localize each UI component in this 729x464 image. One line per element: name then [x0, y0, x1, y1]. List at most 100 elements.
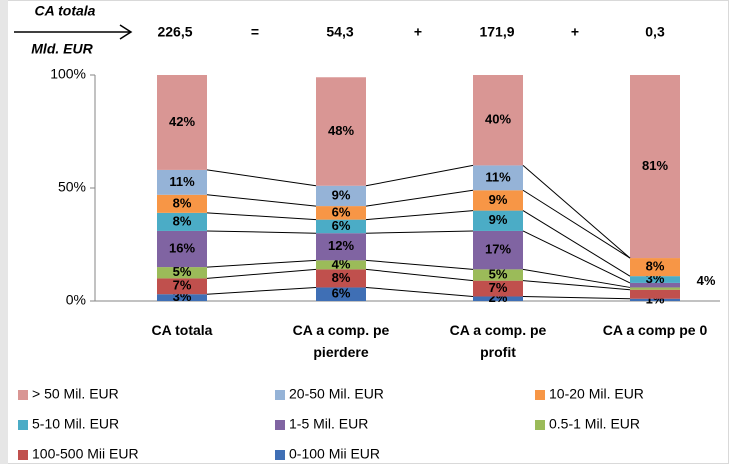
- bar-segment: [473, 269, 523, 281]
- arrow-head: [119, 24, 133, 40]
- bar-segment: [157, 294, 207, 301]
- data-label: 8%: [646, 259, 665, 274]
- connector: [206, 194, 317, 207]
- data-label: 5%: [489, 266, 508, 281]
- connector: [365, 189, 474, 207]
- y-tick-label: 100%: [50, 66, 86, 82]
- bar-segment: [316, 185, 366, 207]
- legend-swatch: [275, 450, 285, 460]
- bar-segment: [316, 219, 366, 234]
- connector: [365, 259, 474, 270]
- x-tick-label: CA a comp. pe profit: [449, 322, 547, 360]
- legend-label: 0-100 Mii EUR: [289, 446, 380, 462]
- header-value: +: [414, 24, 422, 40]
- bar-segment: [473, 230, 523, 270]
- header-value: 0,3: [645, 24, 665, 40]
- legend-label: 10-20 Mil. EUR: [549, 386, 644, 402]
- data-label: 5%: [173, 264, 192, 279]
- data-label: 8%: [332, 270, 351, 285]
- legend-swatch: [18, 450, 28, 460]
- data-label: 8%: [173, 195, 192, 210]
- bar-segment: [157, 194, 207, 213]
- bar-segment: [473, 190, 523, 211]
- connector: [522, 189, 631, 259]
- header-label: Mld. EUR: [31, 41, 93, 57]
- connector: [522, 280, 631, 291]
- bar-segment: [630, 282, 680, 288]
- header-value: +: [571, 24, 579, 40]
- bar-segment: [157, 267, 207, 279]
- data-label: 16%: [169, 240, 195, 255]
- data-label: 42%: [169, 114, 195, 129]
- bar-segment: [630, 258, 680, 277]
- legend-label: > 50 Mil. EUR: [32, 386, 119, 402]
- data-label: 6%: [332, 218, 351, 233]
- data-label: 6%: [332, 204, 351, 219]
- data-label: 7%: [173, 278, 192, 293]
- bar-segment: [630, 75, 680, 259]
- bar-segment: [316, 206, 366, 220]
- legend-swatch: [18, 390, 28, 400]
- header-value: =: [251, 24, 259, 40]
- legend-swatch: [535, 390, 545, 400]
- bar-segment: [473, 210, 523, 231]
- data-label: 9%: [489, 192, 508, 207]
- data-label: 6%: [332, 286, 351, 301]
- bar-segment: [316, 260, 366, 270]
- x-tick-label: CA totala: [151, 322, 213, 338]
- bar-segment: [316, 77, 366, 186]
- y-tick-label: 0%: [66, 292, 86, 308]
- bar-segment: [473, 280, 523, 297]
- data-label: 48%: [328, 123, 354, 138]
- connector: [365, 230, 474, 234]
- x-tick-label: CA a comp. pe pierdere: [292, 322, 390, 360]
- data-label: 81%: [642, 158, 668, 173]
- legend-swatch: [275, 390, 285, 400]
- connector: [206, 268, 317, 279]
- data-label: 4%: [697, 273, 716, 288]
- bar-segment: [473, 165, 523, 191]
- legend-label: 20-50 Mil. EUR: [289, 386, 384, 402]
- connector: [206, 212, 317, 221]
- connector: [522, 268, 631, 288]
- connector: [365, 164, 474, 187]
- bar-segment: [630, 287, 680, 290]
- data-label: 9%: [489, 212, 508, 227]
- header-value: 54,3: [326, 24, 353, 40]
- bar-segment: [316, 269, 366, 288]
- connector: [206, 259, 317, 268]
- data-label: 12%: [328, 238, 354, 253]
- data-label: 11%: [485, 169, 511, 184]
- connector: [365, 210, 474, 221]
- data-label: 40%: [485, 112, 511, 127]
- legend-swatch: [275, 420, 285, 430]
- bar-segment: [157, 75, 207, 170]
- connector: [522, 165, 631, 259]
- legend-label: 100-500 Mii EUR: [32, 446, 139, 462]
- bar-segment: [630, 298, 680, 301]
- connector: [365, 286, 474, 297]
- x-tick-label: CA a comp pe 0: [602, 322, 708, 338]
- connector: [206, 169, 317, 187]
- connector: [522, 230, 631, 284]
- bar-segment: [630, 276, 680, 283]
- legend-swatch: [535, 420, 545, 430]
- bar-segment: [316, 233, 366, 261]
- header-label: CA totala: [35, 3, 96, 19]
- header-value: 171,9: [479, 24, 514, 40]
- legend-label: 0.5-1 Mil. EUR: [549, 416, 640, 432]
- y-tick-label: 50%: [58, 179, 86, 195]
- data-label: 8%: [173, 213, 192, 228]
- legend-label: 1-5 Mil. EUR: [289, 416, 368, 432]
- legend-swatch: [18, 420, 28, 430]
- connector: [365, 268, 474, 282]
- connector: [522, 210, 631, 277]
- connector: [522, 295, 631, 300]
- bar-segment: [157, 278, 207, 295]
- data-label: 11%: [169, 174, 195, 189]
- header-value: 226,5: [157, 24, 192, 40]
- data-label: 7%: [489, 280, 508, 295]
- bar-segment: [473, 296, 523, 301]
